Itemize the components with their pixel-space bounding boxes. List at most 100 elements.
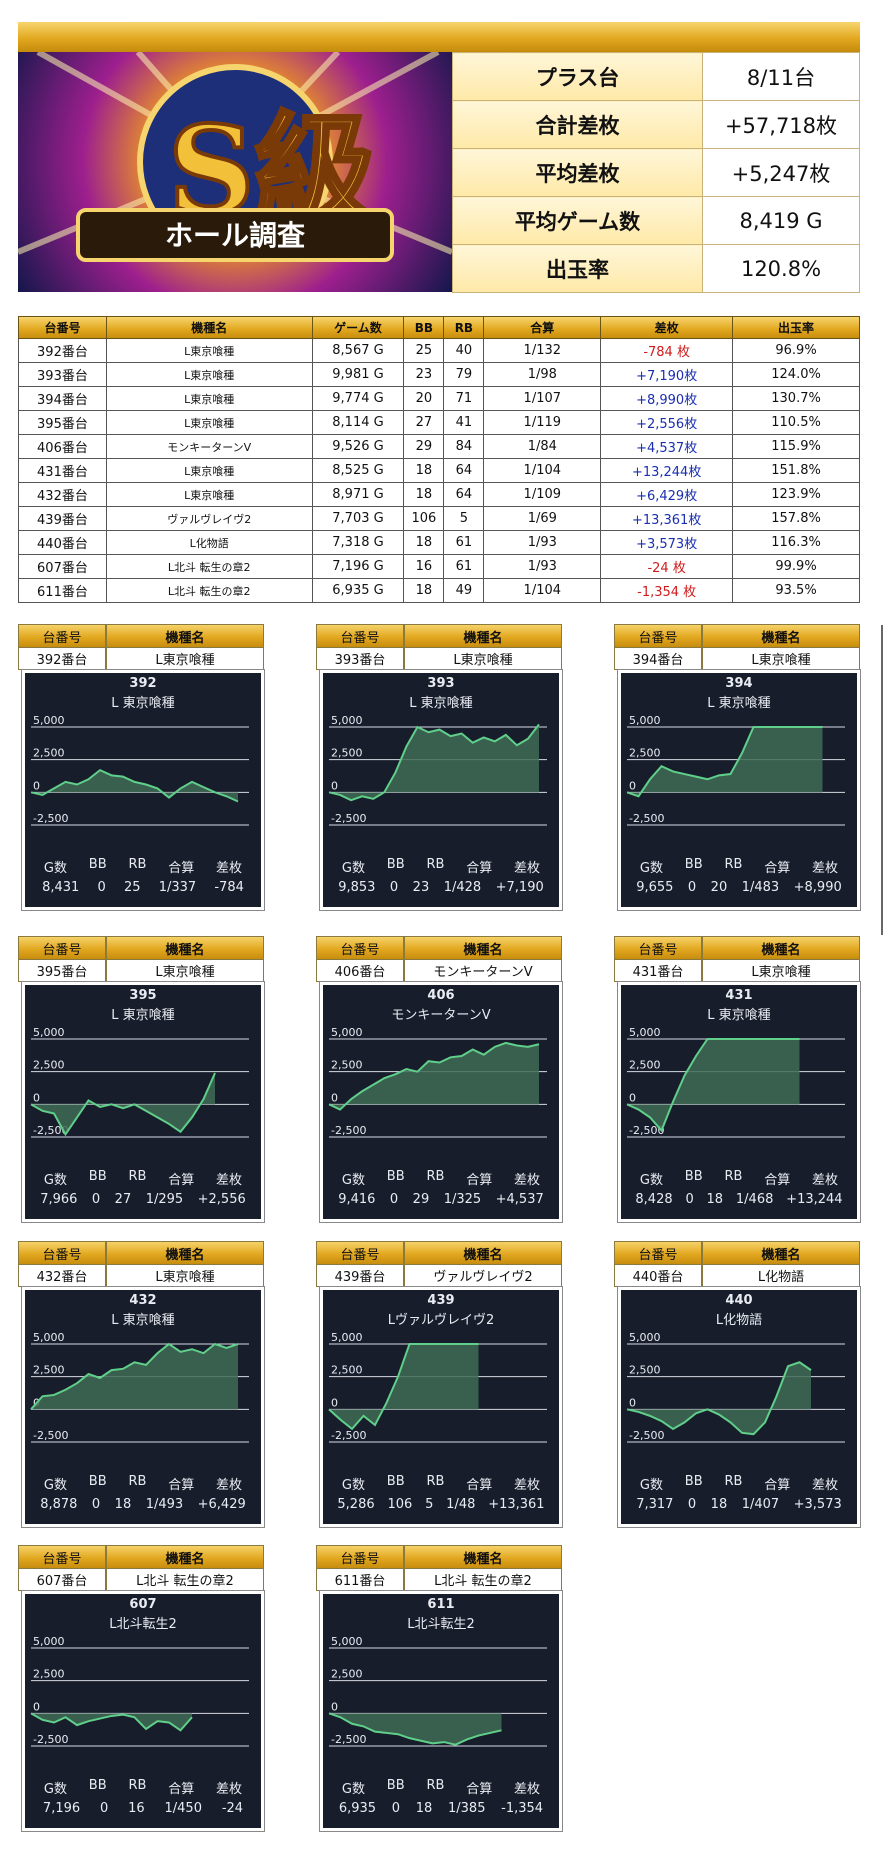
card-header: 台番号 機種名	[316, 936, 562, 960]
table-cell: 1/119	[483, 410, 602, 435]
stat-label: BB	[88, 857, 107, 872]
card-subheader: 440番台 L化物語	[614, 1265, 860, 1287]
chart-title: 406	[427, 988, 455, 1003]
y-tick-label: 2,500	[331, 1364, 363, 1377]
chart-stats: G数 BB RB 合算 差枚 8,878 0 18 1/493 +6,429	[25, 1474, 261, 1512]
stat-label: BB	[88, 1169, 107, 1184]
table-cell: 393番台	[18, 362, 107, 387]
table-cell: 116.3%	[732, 530, 860, 555]
stat-label: 合算	[764, 861, 791, 876]
stat-value: 9,853	[338, 880, 376, 895]
card-header-machine: 機種名	[106, 624, 264, 648]
card-subheader: 439番台 ヴァルヴレイヴ2	[316, 1265, 562, 1287]
table-cell: +7,190枚	[600, 362, 734, 387]
y-tick-label: 0	[331, 1091, 338, 1104]
table-row: 439番台 ヴァルヴレイヴ2 7,703 G 106 5 1/69 +13,361枚 157.…	[18, 506, 860, 531]
card-header-machine: 機種名	[702, 624, 860, 648]
chart-subtitle: L化物語	[715, 1313, 763, 1328]
stat-label: G数	[639, 1478, 663, 1493]
table-row: 395番台 L東京喰種 8,114 G 27 41 1/119 +2,556枚 110.5%	[18, 410, 860, 435]
card-header-unit: 台番号	[316, 624, 404, 648]
table-cell: 1/93	[483, 530, 602, 555]
y-tick-label: 2,500	[33, 1059, 65, 1072]
area-chart: 5,000 2,500 0 -2,500	[30, 1635, 249, 1747]
series-area	[329, 724, 539, 801]
stats-values: 7,966 0 27 1/295 +2,556	[25, 1192, 261, 1207]
stat-value: 0	[687, 880, 697, 895]
summary-value: +5,247枚	[702, 148, 860, 197]
chart-title: 611	[427, 1597, 455, 1612]
table-cell: 23	[403, 362, 445, 387]
stat-value: 5,286	[337, 1497, 375, 1512]
table-row: 406番台 モンキーターンV 9,526 G 29 84 1/84 +4,537枚 115.9…	[18, 434, 860, 459]
chart-subtitle: L北斗転生2	[407, 1617, 475, 1632]
table-cell: 1/104	[483, 578, 602, 603]
chart-stats: G数 BB RB 合算 差枚 7,966 0 27 1/295 +2,556	[25, 1169, 261, 1207]
card-unit-number: 431番台	[614, 960, 702, 982]
chart-stats: G数 BB RB 合算 差枚 6,935 0 18 1/385 -1,354	[323, 1778, 559, 1816]
stats-values: 8,431 0 25 1/337 -784	[25, 880, 261, 895]
table-cell: 9,774 G	[311, 386, 405, 411]
table-cell: 8,114 G	[311, 410, 405, 435]
chart-subtitle: L 東京喰種	[111, 1313, 175, 1328]
summary-label: 平均差枚	[452, 148, 703, 197]
y-tick-label: 5,000	[331, 714, 363, 727]
area-chart: 5,000 2,500 0 -2,500	[328, 1635, 547, 1747]
card-subheader: 432番台 L東京喰種	[18, 1265, 264, 1287]
stat-label: 合算	[168, 1478, 195, 1493]
table-cell: 6,935 G	[311, 578, 405, 603]
banner-artwork: S級 ホール調査	[18, 52, 452, 262]
stat-label: 合算	[466, 1173, 493, 1188]
stats-labels: G数 BB RB 合算 差枚	[25, 1474, 261, 1493]
card-subheader: 611番台 L北斗 転生の章2	[316, 1569, 562, 1591]
table-cell: 7,318 G	[311, 530, 405, 555]
card-header-unit: 台番号	[18, 1241, 106, 1265]
stats-values: 7,317 0 18 1/407 +3,573	[621, 1497, 857, 1512]
chart-panel: 611 L北斗転生2 G数 BB RB 合算 差枚 6,935 0 18 1/385 -1,354 5,…	[319, 1590, 563, 1832]
stat-value: 16	[128, 1801, 145, 1816]
card-header-machine: 機種名	[404, 1545, 562, 1569]
card-subheader: 394番台 L東京喰種	[614, 648, 860, 670]
y-tick-label: 5,000	[33, 1635, 65, 1648]
card-unit-number: 392番台	[18, 648, 106, 670]
card-header-unit: 台番号	[614, 936, 702, 960]
stats-labels: G数 BB RB 合算 差枚	[323, 1778, 559, 1797]
table-row: 392番台 L東京喰種 8,567 G 25 40 1/132 -784 枚 96.9%	[18, 338, 860, 363]
stat-value: 1/385	[448, 1801, 486, 1816]
unit-chart-card: 台番号 機種名 392番台 L東京喰種 392 L 東京喰種 G数 BB RB 合算 差枚 8,431…	[18, 624, 265, 911]
chart-subtitle: L 東京喰種	[409, 696, 473, 711]
stat-value: 23	[412, 880, 430, 895]
table-cell: 392番台	[18, 338, 107, 363]
table-cell: L北斗 転生の章2	[105, 578, 313, 603]
stat-label: BB	[684, 1169, 703, 1184]
summary-label: 合計差枚	[452, 100, 703, 149]
stat-label: RB	[128, 857, 147, 872]
table-cell: 1/69	[483, 506, 602, 531]
stat-label: RB	[128, 1169, 147, 1184]
series-line	[30, 768, 239, 803]
y-tick-label: -2,500	[331, 1124, 366, 1137]
card-header-unit: 台番号	[316, 936, 404, 960]
stat-label: RB	[724, 1169, 743, 1184]
table-cell: モンキーターンV	[105, 434, 313, 459]
y-tick-label: 5,000	[33, 1026, 65, 1039]
chart-title: 607	[129, 1597, 157, 1612]
table-cell: 607番台	[18, 554, 107, 579]
card-header-machine: 機種名	[106, 1241, 264, 1265]
area-chart: 5,000 2,500 0 -2,500	[328, 1026, 547, 1138]
table-cell: 431番台	[18, 458, 107, 483]
card-header-unit: 台番号	[316, 1545, 404, 1569]
series-line	[30, 1342, 239, 1410]
chart-title: 395	[129, 988, 157, 1003]
stat-label: G数	[43, 1478, 67, 1493]
stat-label: G数	[43, 1782, 67, 1797]
card-unit-number: 439番台	[316, 1265, 404, 1287]
summary-row: 平均ゲーム数 8,419 G	[452, 196, 860, 245]
stat-value: -1,354	[501, 1801, 544, 1816]
area-chart: 5,000 2,500 0 -2,500	[30, 1026, 249, 1138]
stat-value: 0	[99, 1801, 109, 1816]
table-cell: 61	[443, 554, 485, 579]
table-cell: 106	[403, 506, 445, 531]
card-unit-number: 440番台	[614, 1265, 702, 1287]
table-cell: 40	[443, 338, 485, 363]
